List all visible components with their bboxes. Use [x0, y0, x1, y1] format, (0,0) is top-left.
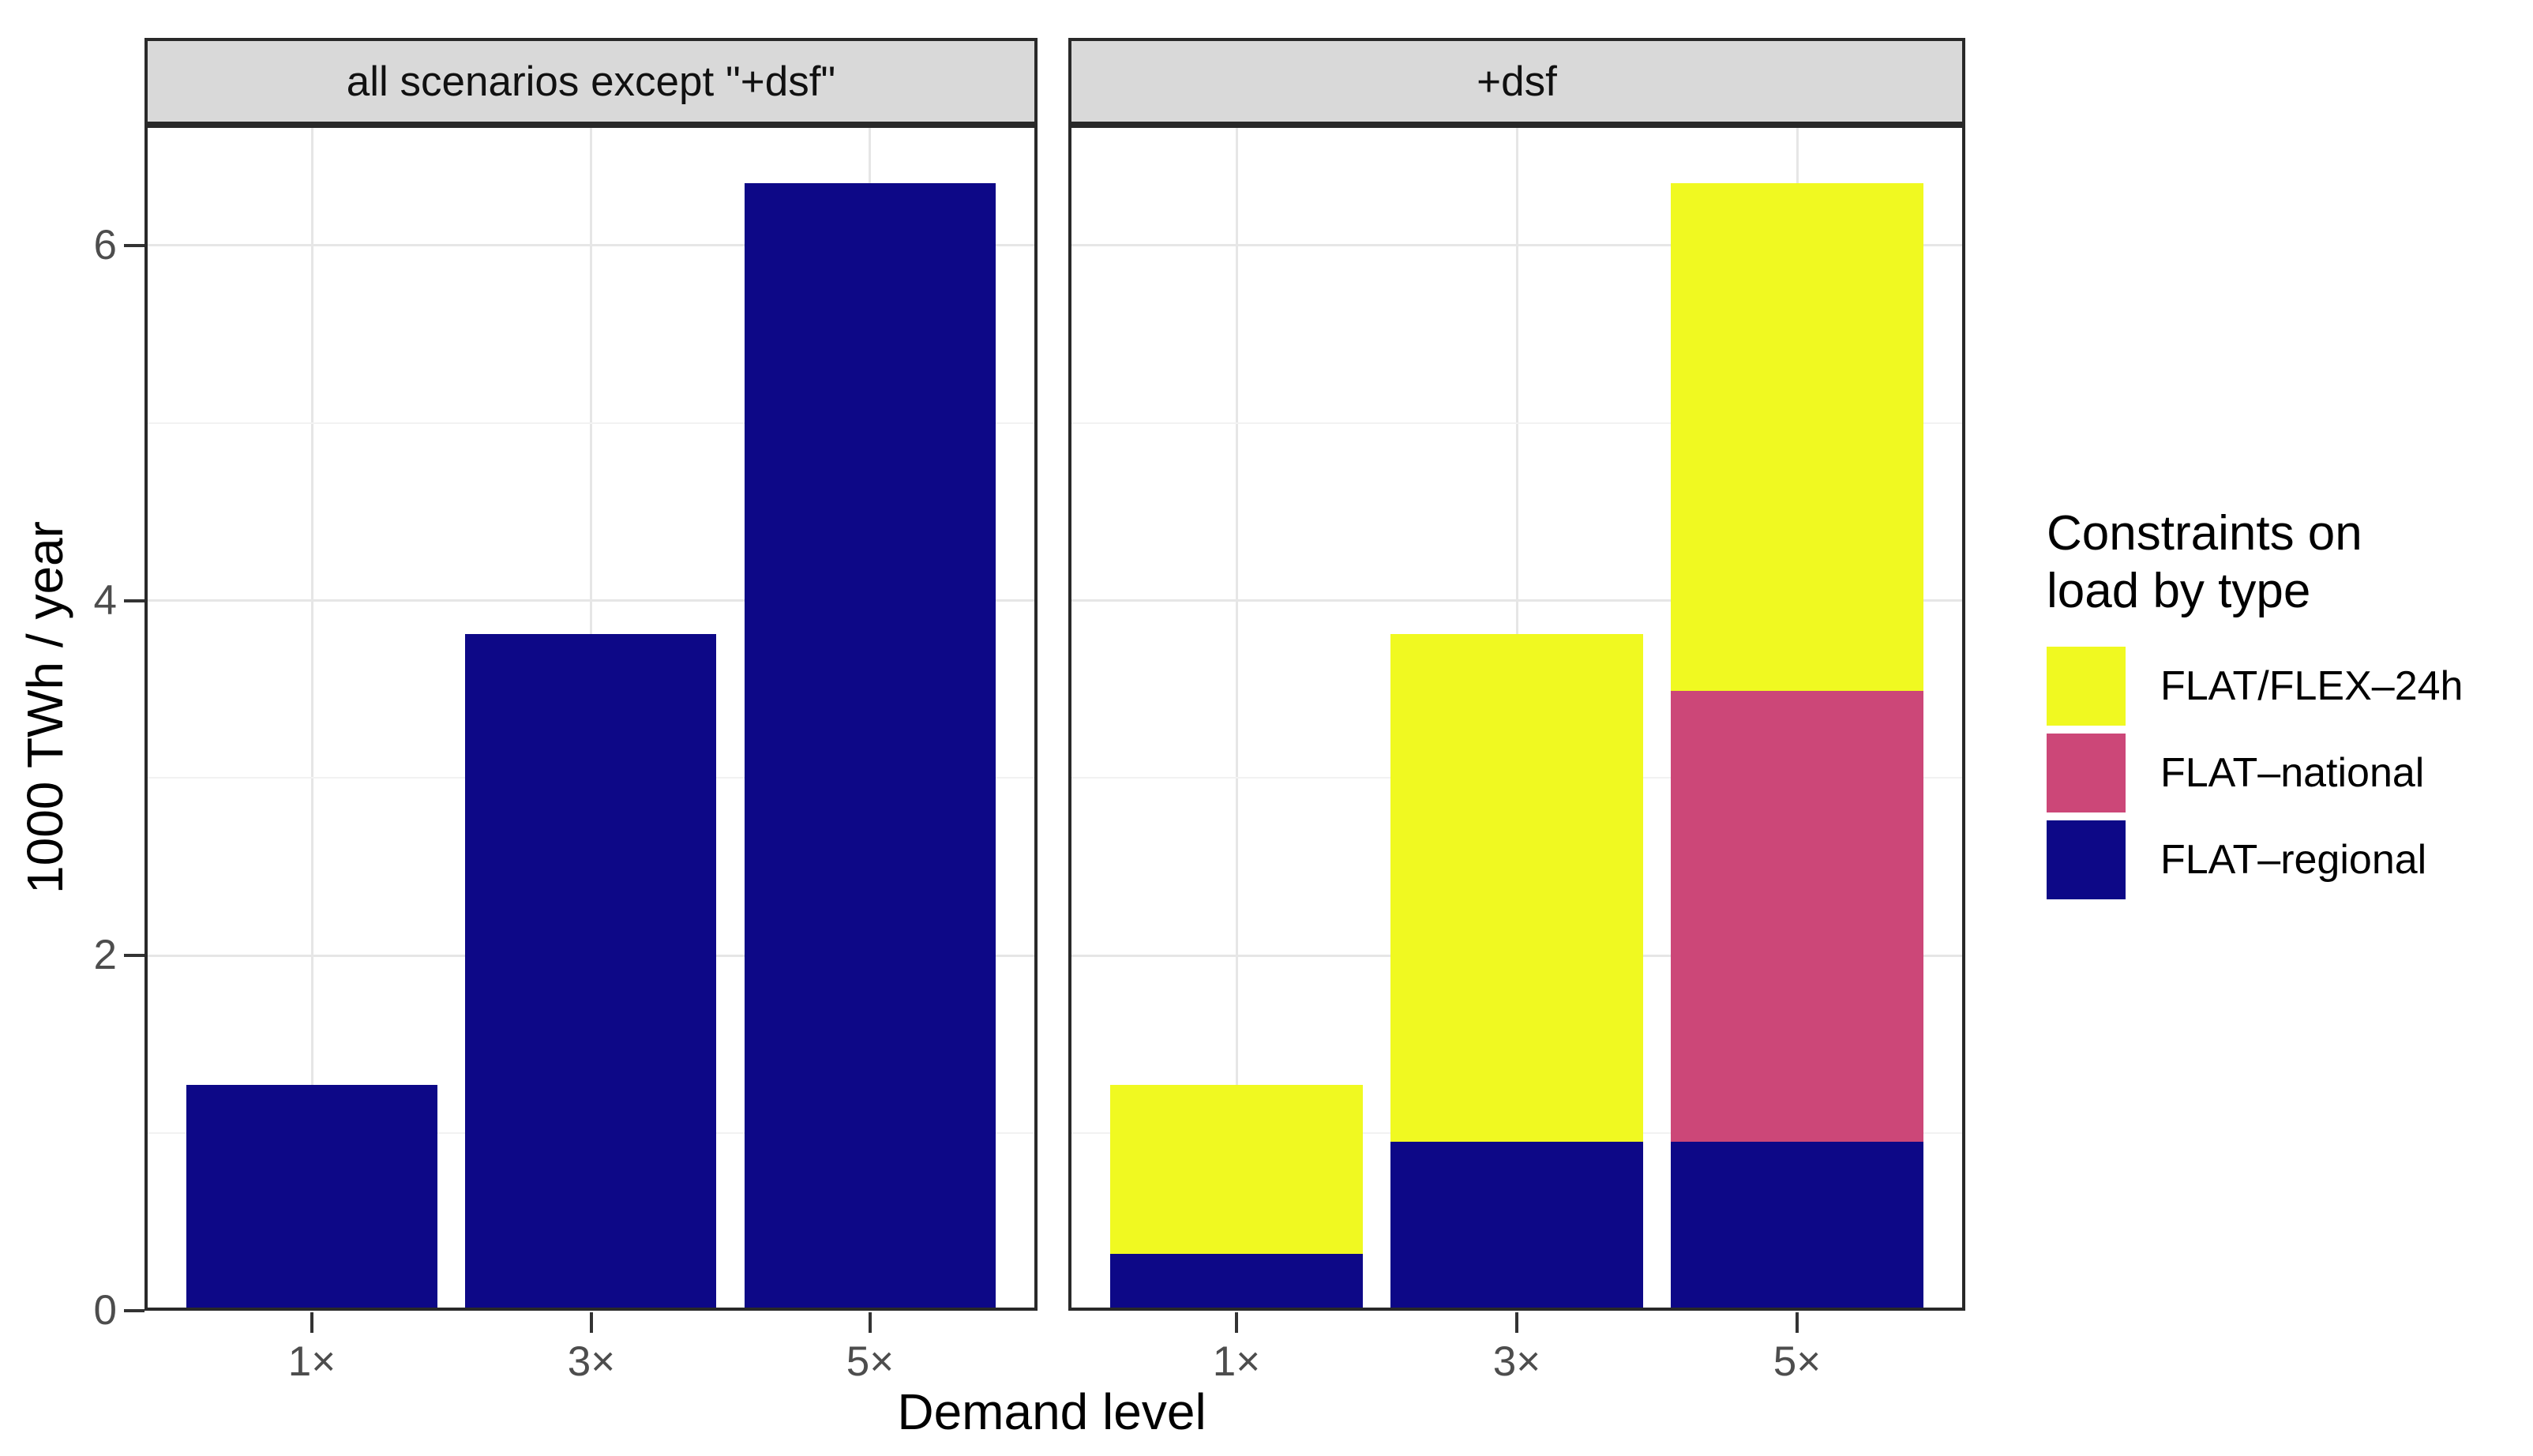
bar-segment: [186, 1085, 437, 1311]
gridline-x: [1236, 125, 1238, 1311]
gridline-x: [311, 125, 313, 1311]
legend-item-label: FLAT/FLEX–24h: [2160, 663, 2464, 710]
facet-panel: [1068, 125, 1965, 1311]
bar-segment: [1671, 691, 1923, 1142]
bar-segment: [1110, 1254, 1363, 1311]
x-axis-title: Demand level: [897, 1383, 1206, 1440]
legend-item: FLAT–regional: [2047, 820, 2533, 900]
y-tick-mark: [124, 244, 144, 247]
x-tick-mark: [869, 1312, 872, 1333]
legend: Constraints on load by type FLAT/FLEX–24…: [2047, 505, 2533, 907]
y-tick-mark: [124, 1309, 144, 1312]
legend-key-swatch: [2047, 820, 2126, 900]
bar-segment: [1671, 183, 1923, 691]
facet-strip-label: all scenarios except "+dsf": [346, 58, 836, 105]
gridline-minor-y: [1068, 422, 1965, 424]
y-tick-label: 6: [93, 222, 117, 268]
legend-item: FLAT–national: [2047, 734, 2533, 813]
x-tick-label: 1×: [1212, 1338, 1261, 1385]
gridline-major-y: [1068, 599, 1965, 602]
facet-strip-label: +dsf: [1477, 58, 1557, 105]
x-tick-label: 1×: [287, 1338, 336, 1385]
legend-item: FLAT/FLEX–24h: [2047, 647, 2533, 726]
y-tick-mark: [124, 599, 144, 602]
y-tick-label: 4: [93, 577, 117, 624]
y-tick-mark: [124, 954, 144, 957]
legend-key-swatch: [2047, 734, 2126, 813]
bar-segment: [1390, 634, 1643, 1142]
legend-key-swatch: [2047, 647, 2126, 726]
bar-segment: [1390, 1142, 1643, 1311]
y-tick-label: 2: [93, 932, 117, 978]
x-tick-mark: [1796, 1312, 1799, 1333]
x-tick-mark: [590, 1312, 593, 1333]
legend-title: Constraints on load by type: [2047, 506, 2362, 618]
gridline-minor-y: [144, 422, 1038, 424]
y-axis-title: 1000 TWh / year: [17, 521, 73, 894]
x-tick-mark: [1235, 1312, 1238, 1333]
bar-segment: [465, 634, 716, 1311]
x-tick-mark: [1515, 1312, 1518, 1333]
x-tick-label: 3×: [567, 1338, 616, 1385]
gridline-major-y: [144, 244, 1038, 246]
legend-item-label: FLAT–regional: [2160, 837, 2427, 884]
gridline-major-y: [1068, 244, 1965, 246]
x-tick-label: 5×: [846, 1338, 895, 1385]
bar-segment: [745, 183, 996, 1311]
facet-strip: all scenarios except "+dsf": [144, 38, 1038, 125]
facet-panel: [144, 125, 1038, 1311]
y-tick-label: 0: [93, 1287, 117, 1334]
x-tick-label: 5×: [1773, 1338, 1822, 1385]
facet-strip: +dsf: [1068, 38, 1965, 125]
legend-items: FLAT/FLEX–24h FLAT–national FLAT–regional: [2047, 647, 2533, 900]
x-tick-mark: [310, 1312, 313, 1333]
bar-segment: [1671, 1142, 1923, 1311]
bar-segment: [1110, 1085, 1363, 1254]
gridline-major-y: [144, 599, 1038, 602]
legend-item-label: FLAT–national: [2160, 750, 2425, 797]
x-tick-label: 3×: [1492, 1338, 1541, 1385]
